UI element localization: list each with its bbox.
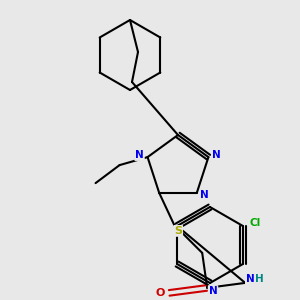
Text: N: N xyxy=(246,274,255,284)
Text: N: N xyxy=(208,286,217,296)
Text: Cl: Cl xyxy=(249,218,260,228)
Text: S: S xyxy=(174,226,182,236)
Text: H: H xyxy=(255,274,264,284)
Text: N: N xyxy=(212,150,221,160)
Text: O: O xyxy=(155,288,165,298)
Text: N: N xyxy=(200,190,209,200)
Text: N: N xyxy=(135,150,144,160)
